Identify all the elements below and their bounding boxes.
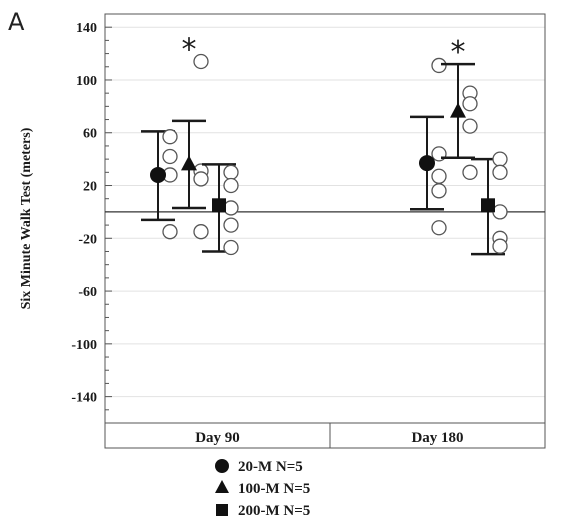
individual-point xyxy=(492,151,508,167)
y-tick-label: -140 xyxy=(71,391,97,406)
significance-star: * xyxy=(182,32,197,67)
y-tick-label: -60 xyxy=(78,285,97,300)
individual-point xyxy=(223,217,239,233)
mean-point xyxy=(450,102,466,118)
individual-point xyxy=(223,239,239,256)
legend-label: 100-M N=5 xyxy=(238,481,310,497)
individual-point xyxy=(193,171,209,187)
individual-point xyxy=(431,57,447,74)
y-tick-label: 60 xyxy=(83,127,97,142)
mean-point xyxy=(419,155,435,172)
individual-point xyxy=(492,164,508,180)
y-tick-label: 20 xyxy=(83,180,97,195)
individual-point xyxy=(223,200,239,216)
plot-area: 140 100 60 20 -20 -60 -100 -140 Six Minute Walk … xyxy=(19,13,546,519)
y-tick-label: 140 xyxy=(76,21,97,36)
mean-point xyxy=(481,198,495,213)
y-tick-label: 100 xyxy=(76,74,97,89)
mean-point xyxy=(181,155,197,171)
mean-point xyxy=(212,198,226,213)
significance-star: * xyxy=(451,35,466,70)
individual-point xyxy=(462,118,478,134)
individual-point xyxy=(431,183,447,199)
individual-point xyxy=(431,168,447,184)
individual-point xyxy=(162,129,178,145)
legend-marker xyxy=(216,504,228,516)
y-tick-label: -100 xyxy=(71,338,97,353)
legend-label: 200-M N=5 xyxy=(238,503,310,519)
category-strip xyxy=(104,422,546,449)
individual-point xyxy=(193,224,209,240)
individual-point xyxy=(162,148,178,165)
individual-point xyxy=(462,164,478,180)
individual-point xyxy=(193,53,209,70)
individual-point xyxy=(162,224,178,240)
y-axis-label: Six Minute Walk Test (meters) xyxy=(19,127,34,309)
legend-marker xyxy=(215,480,229,493)
x-category-label: Day 180 xyxy=(411,430,463,446)
individual-point xyxy=(431,220,447,236)
y-tick-label: -20 xyxy=(78,232,97,247)
mean-point xyxy=(150,166,166,183)
individual-point xyxy=(492,204,508,220)
plot-frame xyxy=(104,13,546,424)
legend-label: 20-M N=5 xyxy=(238,459,303,475)
individual-point xyxy=(223,177,239,194)
panel-letter: A xyxy=(8,8,25,36)
x-category-label: Day 90 xyxy=(195,430,240,446)
legend-marker xyxy=(215,459,229,473)
individual-point xyxy=(462,96,478,112)
individual-point xyxy=(223,164,239,180)
individual-point xyxy=(492,238,508,254)
